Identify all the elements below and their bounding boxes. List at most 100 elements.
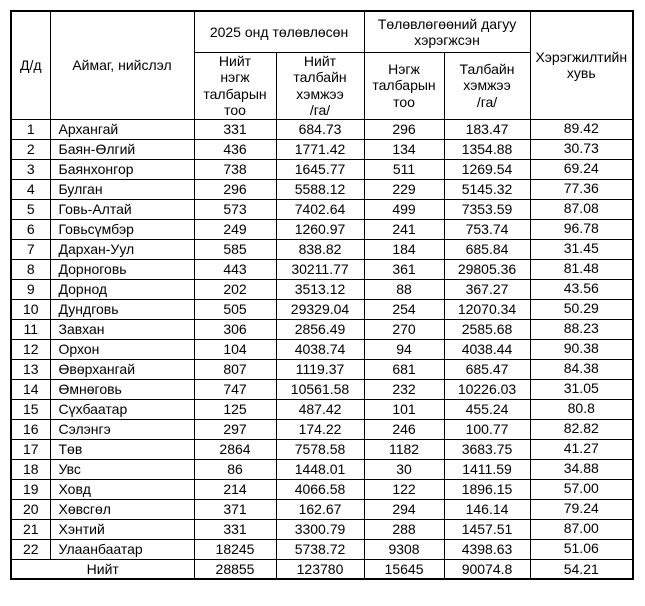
- implementation-table-container: Д/д Аймаг, нийслэл 2025 онд төлөвлөсөн Т…: [10, 10, 635, 580]
- implemented-area-cell: 753.74: [443, 218, 531, 240]
- row-number-cell: 15: [10, 398, 51, 420]
- region-name-cell: Дархан-Уул: [49, 238, 195, 260]
- planned-area-cell: 29329.04: [275, 298, 365, 320]
- row-number-cell: 21: [10, 518, 51, 540]
- planned-area-cell: 174.22: [275, 418, 365, 440]
- percent-cell: 89.42: [529, 118, 634, 140]
- implemented-count-cell: 270: [363, 318, 445, 340]
- percent-cell: 57.00: [529, 478, 634, 500]
- planned-area-cell: 7578.58: [275, 438, 365, 460]
- implemented-count-cell: 134: [363, 138, 445, 160]
- implemented-count-cell: 241: [363, 218, 445, 240]
- percent-cell: 31.05: [529, 378, 634, 400]
- total-percent-cell: 54.21: [529, 558, 634, 580]
- implemented-area-cell: 2585.68: [443, 318, 531, 340]
- implemented-area-cell: 1354.88: [443, 138, 531, 160]
- implemented-area-cell: 29805.36: [443, 258, 531, 280]
- row-number-cell: 3: [10, 158, 51, 180]
- percent-cell: 80.8: [529, 398, 634, 420]
- implemented-area-cell: 100.77: [443, 418, 531, 440]
- implemented-area-cell: 685.84: [443, 238, 531, 260]
- planned-area-cell: 4066.58: [275, 478, 365, 500]
- planned-count-cell: 747: [193, 378, 277, 400]
- region-name-cell: Дорнод: [49, 278, 195, 300]
- row-number-cell: 8: [10, 258, 51, 280]
- planned-area-cell: 4038.74: [275, 338, 365, 360]
- region-name-cell: Хөвсгөл: [49, 498, 195, 520]
- implemented-count-cell: 101: [363, 398, 445, 420]
- percent-cell: 84.38: [529, 358, 634, 380]
- row-number-cell: 4: [10, 178, 51, 200]
- implemented-count-cell: 288: [363, 518, 445, 540]
- percent-cell: 87.00: [529, 518, 634, 540]
- implemented-area-cell: 4398.63: [443, 538, 531, 560]
- table-row: 15 Сүхбаатар 125 487.42 101 455.24 80.8: [10, 398, 634, 420]
- header-no: Д/д: [10, 10, 51, 120]
- planned-count-cell: 202: [193, 278, 277, 300]
- implemented-count-cell: 122: [363, 478, 445, 500]
- implemented-area-cell: 4038.44: [443, 338, 531, 360]
- region-name-cell: Сүхбаатар: [49, 398, 195, 420]
- planned-area-cell: 1448.01: [275, 458, 365, 480]
- header-region: Аймаг, нийслэл: [49, 10, 195, 120]
- planned-area-cell: 7402.64: [275, 198, 365, 220]
- planned-count-cell: 585: [193, 238, 277, 260]
- planned-count-cell: 738: [193, 158, 277, 180]
- table-row: 16 Сэлэнгэ 297 174.22 246 100.77 82.82: [10, 418, 634, 440]
- table-row: 3 Баянхонгор 738 1645.77 511 1269.54 69.24: [10, 158, 634, 180]
- planned-area-cell: 684.73: [275, 118, 365, 140]
- implemented-area-cell: 1457.51: [443, 518, 531, 540]
- percent-cell: 43.56: [529, 278, 634, 300]
- header-planned-group: 2025 онд төлөвлөсөн: [193, 10, 365, 53]
- table-row: 9 Дорнод 202 3513.12 88 367.27 43.56: [10, 278, 634, 300]
- table-row: 7 Дархан-Уул 585 838.82 184 685.84 31.45: [10, 238, 634, 260]
- planned-area-cell: 838.82: [275, 238, 365, 260]
- region-name-cell: Орхон: [49, 338, 195, 360]
- implemented-area-cell: 685.47: [443, 358, 531, 380]
- region-name-cell: Булган: [49, 178, 195, 200]
- planned-area-cell: 162.67: [275, 498, 365, 520]
- planned-area-cell: 5588.12: [275, 178, 365, 200]
- table-row: 1 Архангай 331 684.73 296 183.47 89.42: [10, 118, 634, 140]
- region-name-cell: Архангай: [49, 118, 195, 140]
- table-row: 8 Дорноговь 443 30211.77 361 29805.36 81.48: [10, 258, 634, 280]
- planned-count-cell: 297: [193, 418, 277, 440]
- table-row: 2 Баян-Өлгий 436 1771.42 134 1354.88 30.73: [10, 138, 634, 160]
- header-percent: Хэрэгжилтийн хувь: [529, 10, 634, 120]
- total-planned-count-cell: 28855: [193, 558, 277, 580]
- row-number-cell: 1: [10, 118, 51, 140]
- percent-cell: 41.27: [529, 438, 634, 460]
- table-footer: Нийт 28855 123780 15645 90074.8 54.21: [10, 558, 634, 580]
- planned-count-cell: 573: [193, 198, 277, 220]
- table-row: 12 Орхон 104 4038.74 94 4038.44 90.38: [10, 338, 634, 360]
- table-body: 1 Архангай 331 684.73 296 183.47 89.42 2 Баян-Өл…: [10, 118, 634, 560]
- header-implemented-count: Нэгж талбарын тоо: [363, 51, 445, 120]
- implemented-count-cell: 94: [363, 338, 445, 360]
- planned-count-cell: 371: [193, 498, 277, 520]
- planned-area-cell: 30211.77: [275, 258, 365, 280]
- table-row: 6 Говьсүмбэр 249 1260.97 241 753.74 96.78: [10, 218, 634, 240]
- table-row: 14 Өмнөговь 747 10561.58 232 10226.03 31.05: [10, 378, 634, 400]
- total-planned-area-cell: 123780: [275, 558, 365, 580]
- table-row: 11 Завхан 306 2856.49 270 2585.68 88.23: [10, 318, 634, 340]
- percent-cell: 88.23: [529, 318, 634, 340]
- table-row: 4 Булган 296 5588.12 229 5145.32 77.36: [10, 178, 634, 200]
- total-implemented-count-cell: 15645: [363, 558, 445, 580]
- planned-count-cell: 2864: [193, 438, 277, 460]
- region-name-cell: Сэлэнгэ: [49, 418, 195, 440]
- total-implemented-area-cell: 90074.8: [443, 558, 531, 580]
- header-planned-area: Нийт талбайн хэмжээ /га/: [275, 51, 365, 120]
- percent-cell: 90.38: [529, 338, 634, 360]
- table-row: 17 Төв 2864 7578.58 1182 3683.75 41.27: [10, 438, 634, 460]
- region-name-cell: Хэнтий: [49, 518, 195, 540]
- implementation-table: Д/д Аймаг, нийслэл 2025 онд төлөвлөсөн Т…: [10, 10, 635, 580]
- planned-count-cell: 296: [193, 178, 277, 200]
- percent-cell: 51.06: [529, 538, 634, 560]
- implemented-area-cell: 1269.54: [443, 158, 531, 180]
- implemented-area-cell: 367.27: [443, 278, 531, 300]
- implemented-area-cell: 183.47: [443, 118, 531, 140]
- planned-area-cell: 1771.42: [275, 138, 365, 160]
- implemented-count-cell: 681: [363, 358, 445, 380]
- region-name-cell: Говь-Алтай: [49, 198, 195, 220]
- implemented-count-cell: 88: [363, 278, 445, 300]
